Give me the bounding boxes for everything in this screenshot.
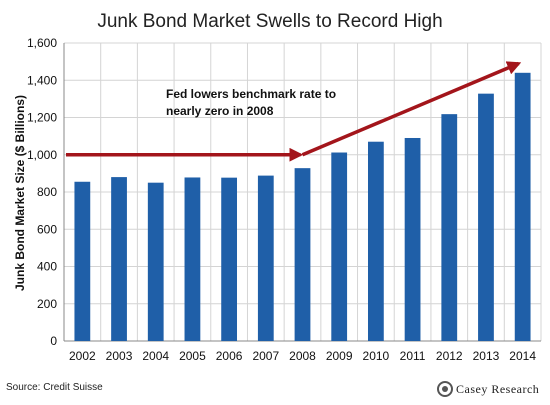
bar <box>331 152 348 341</box>
bar <box>294 168 311 341</box>
bar <box>74 181 91 341</box>
bar <box>404 137 421 341</box>
y-tick-label: 600 <box>37 222 57 236</box>
annotation-text-line2: nearly zero in 2008 <box>166 104 274 118</box>
logo-mark-center-icon <box>442 386 448 392</box>
y-tick-label: 400 <box>37 260 57 274</box>
x-tick-label: 2003 <box>106 349 133 363</box>
bar <box>514 72 531 342</box>
source-note: Source: Credit Suisse <box>6 382 103 393</box>
x-tick-label: 2014 <box>509 349 536 363</box>
x-tick-label: 2010 <box>363 349 390 363</box>
x-tick-label: 2009 <box>326 349 353 363</box>
x-tick-label: 2006 <box>216 349 243 363</box>
bar <box>147 182 164 341</box>
plot-area: 0 200 400 600 800 1,000 1,200 1,400 1,600 2002 200… <box>27 36 542 363</box>
logo-mark-icon <box>437 381 453 397</box>
y-tick-label: 1,000 <box>27 148 57 162</box>
x-tick-label: 2004 <box>142 349 169 363</box>
bar <box>111 177 127 341</box>
y-tick-label: 800 <box>37 185 57 199</box>
bar <box>221 177 238 341</box>
y-tick-label: 1,400 <box>27 73 57 87</box>
annotation: Fed lowers benchmark rate to nearly zero… <box>166 87 336 118</box>
y-tick-label: 200 <box>37 297 57 311</box>
y-axis-label: Junk Bond Market Size ($ Billions) <box>13 95 27 291</box>
x-tick-label: 2002 <box>69 349 96 363</box>
bar <box>441 114 458 342</box>
annotation-text-line1: Fed lowers benchmark rate to <box>166 87 336 101</box>
bar <box>184 177 201 341</box>
x-tick-label: 2012 <box>436 349 463 363</box>
x-tick-label: 2013 <box>473 349 500 363</box>
logo-text: Casey Research <box>456 382 539 396</box>
y-tick-label: 1,600 <box>27 36 57 50</box>
bar <box>478 93 494 341</box>
x-tick-label: 2005 <box>179 349 206 363</box>
x-tick-label: 2011 <box>400 349 426 363</box>
x-tick-label: 2008 <box>289 349 316 363</box>
bar <box>257 175 274 341</box>
y-tick-label: 1,200 <box>27 111 57 125</box>
casey-research-logo: Casey Research <box>437 381 539 397</box>
x-tick-label: 2007 <box>252 349 279 363</box>
bar <box>367 141 384 341</box>
y-tick-label: 0 <box>50 334 57 348</box>
annotation-arrow-rising <box>301 61 522 157</box>
chart-title: Junk Bond Market Swells to Record High <box>97 11 442 32</box>
